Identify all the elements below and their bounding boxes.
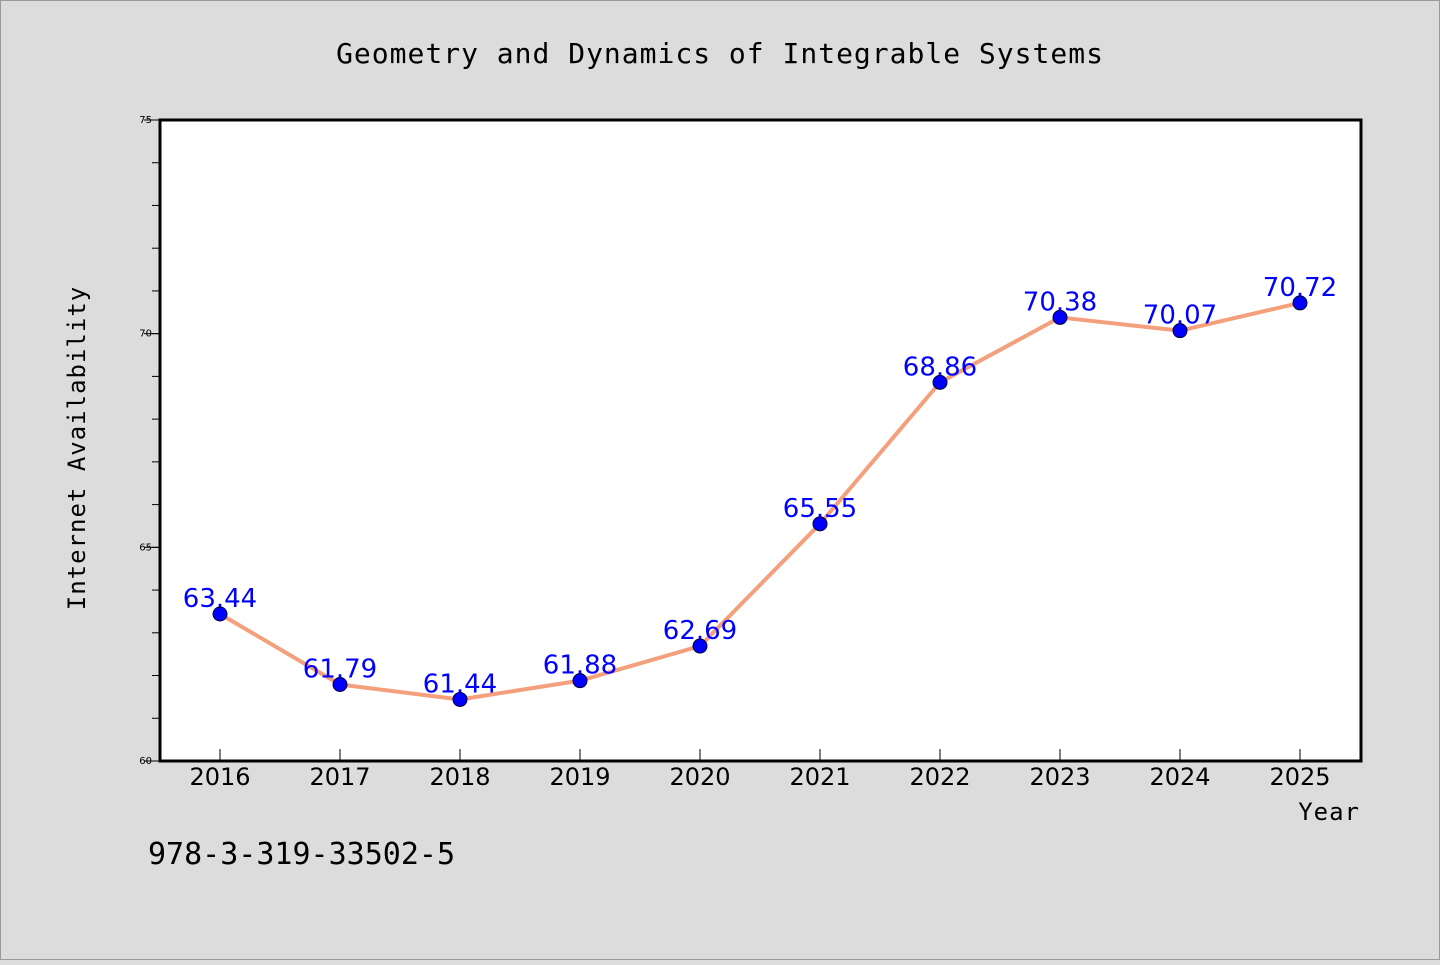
y-tick-label: 65 xyxy=(139,542,152,553)
y-axis-label: Internet Availability xyxy=(63,286,91,610)
x-axis-ticks: 2016 2017 2018 2019 2020 2021 2022 2023 2024 2025 xyxy=(189,749,1331,791)
plot-frame xyxy=(158,118,1363,763)
plot-area xyxy=(160,120,1361,761)
data-point-label: 65.55 xyxy=(783,494,857,524)
data-point-label: 68.86 xyxy=(903,352,977,382)
data-point-label: 62.69 xyxy=(663,616,737,646)
chart-title: Geometry and Dynamics of Integrable Syst… xyxy=(336,37,1104,70)
y-tick-label: 75 xyxy=(139,115,152,126)
data-point-marker xyxy=(1052,309,1068,325)
data-point-label: 63.44 xyxy=(183,584,257,614)
y-tick-label: 60 xyxy=(139,756,152,767)
data-point-marker xyxy=(1292,295,1308,311)
x-tick-label: 2017 xyxy=(309,763,370,791)
data-point-marker xyxy=(572,673,588,689)
data-labels: 63.44 61.79 61.44 61.88 62.69 65.55 68.86 70.38… xyxy=(183,273,1337,700)
x-tick-label: 2025 xyxy=(1269,763,1330,791)
data-point-label: 61.44 xyxy=(423,669,497,699)
data-point-marker xyxy=(212,606,228,622)
data-point-marker xyxy=(1172,323,1188,339)
data-point-marker xyxy=(692,638,708,654)
x-tick-label: 2020 xyxy=(669,763,730,791)
x-tick-label: 2022 xyxy=(909,763,970,791)
x-tick-label: 2016 xyxy=(189,763,250,791)
data-point-label: 70.38 xyxy=(1023,287,1097,317)
x-tick-label: 2021 xyxy=(789,763,850,791)
data-point-marker xyxy=(812,516,828,532)
series-line xyxy=(218,300,1302,702)
isbn-text: 978-3-319-33502-5 xyxy=(148,837,455,872)
data-point-marker xyxy=(932,374,948,390)
series-markers xyxy=(212,295,1308,707)
data-point-label: 70.07 xyxy=(1143,301,1217,331)
x-tick-label: 2023 xyxy=(1029,763,1090,791)
x-tick-label: 2018 xyxy=(429,763,490,791)
y-tick-label: 70 xyxy=(139,329,152,340)
x-axis-label: Year xyxy=(1298,798,1360,826)
y-axis-ticks: 60 65 70 75 xyxy=(139,115,160,767)
data-point-label: 61.88 xyxy=(543,651,617,681)
data-point-label: 70.72 xyxy=(1263,273,1337,303)
data-point-marker xyxy=(332,677,348,693)
x-tick-label: 2024 xyxy=(1149,763,1210,791)
data-point-marker xyxy=(452,691,468,707)
data-point-label: 61.79 xyxy=(303,655,377,685)
x-tick-label: 2019 xyxy=(549,763,610,791)
